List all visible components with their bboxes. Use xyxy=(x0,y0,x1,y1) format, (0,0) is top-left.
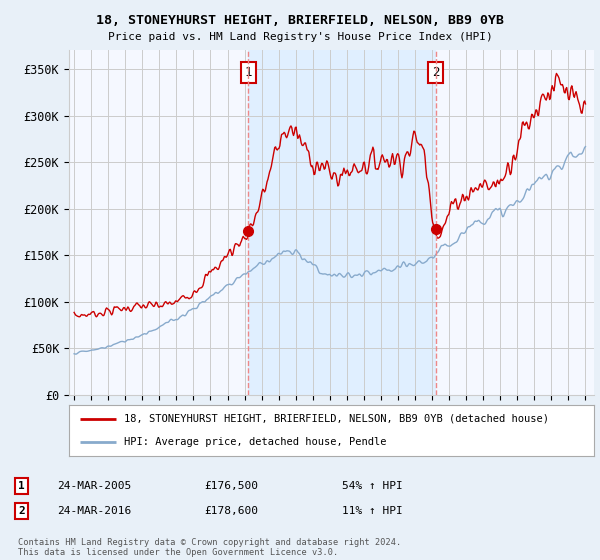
Text: £178,600: £178,600 xyxy=(204,506,258,516)
Text: 1: 1 xyxy=(18,481,25,491)
Text: 18, STONEYHURST HEIGHT, BRIERFIELD, NELSON, BB9 0YB: 18, STONEYHURST HEIGHT, BRIERFIELD, NELS… xyxy=(96,14,504,27)
Text: £176,500: £176,500 xyxy=(204,481,258,491)
Text: 11% ↑ HPI: 11% ↑ HPI xyxy=(342,506,403,516)
Text: HPI: Average price, detached house, Pendle: HPI: Average price, detached house, Pend… xyxy=(124,437,386,447)
Text: 1: 1 xyxy=(245,66,252,79)
Text: 2: 2 xyxy=(432,66,440,79)
Text: 24-MAR-2016: 24-MAR-2016 xyxy=(57,506,131,516)
Text: Contains HM Land Registry data © Crown copyright and database right 2024.
This d: Contains HM Land Registry data © Crown c… xyxy=(18,538,401,557)
Bar xyxy=(248,50,436,395)
Text: 54% ↑ HPI: 54% ↑ HPI xyxy=(342,481,403,491)
Text: 18, STONEYHURST HEIGHT, BRIERFIELD, NELSON, BB9 0YB (detached house): 18, STONEYHURST HEIGHT, BRIERFIELD, NELS… xyxy=(124,414,549,424)
Text: 24-MAR-2005: 24-MAR-2005 xyxy=(57,481,131,491)
Text: 2: 2 xyxy=(18,506,25,516)
Text: Price paid vs. HM Land Registry's House Price Index (HPI): Price paid vs. HM Land Registry's House … xyxy=(107,32,493,43)
